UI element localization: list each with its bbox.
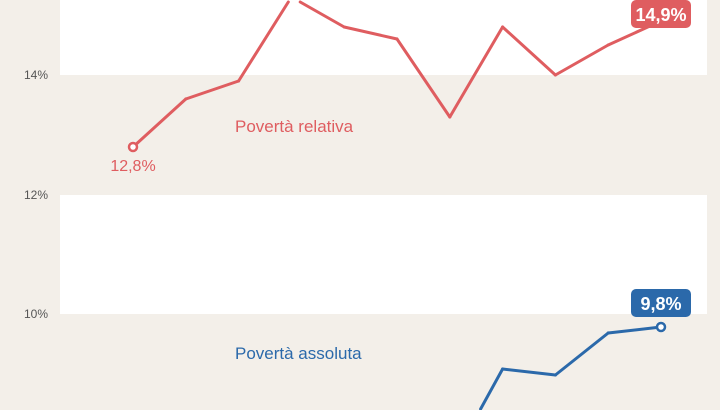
data-point (342, 25, 346, 29)
y-tick-12: 12% (24, 188, 48, 202)
band-middle (60, 195, 707, 314)
data-point (501, 25, 505, 29)
start-value-label: 12,8% (110, 158, 155, 175)
series-label-assoluta: Povertà assoluta (235, 344, 362, 363)
y-tick-10: 10% (24, 307, 48, 321)
data-point (395, 37, 399, 41)
end-value-label: 9,8% (640, 294, 681, 314)
band-top (60, 0, 707, 75)
data-point (606, 43, 610, 47)
data-point-marker (655, 321, 667, 333)
series-label-relativa: Povertà relativa (235, 117, 354, 136)
data-point (553, 73, 557, 77)
end-label-badge (631, 289, 691, 317)
data-point (237, 79, 241, 83)
data-point (553, 373, 557, 377)
data-point (606, 331, 610, 335)
y-tick-14: 14% (24, 68, 48, 82)
end-value-label: 14,9% (635, 5, 686, 25)
data-point-marker (127, 141, 139, 153)
data-point (448, 115, 452, 119)
series-line-1 (479, 325, 663, 410)
series-line-0 (131, 0, 663, 149)
end-label-badge (631, 0, 691, 28)
data-point (501, 367, 505, 371)
data-point (184, 97, 188, 101)
